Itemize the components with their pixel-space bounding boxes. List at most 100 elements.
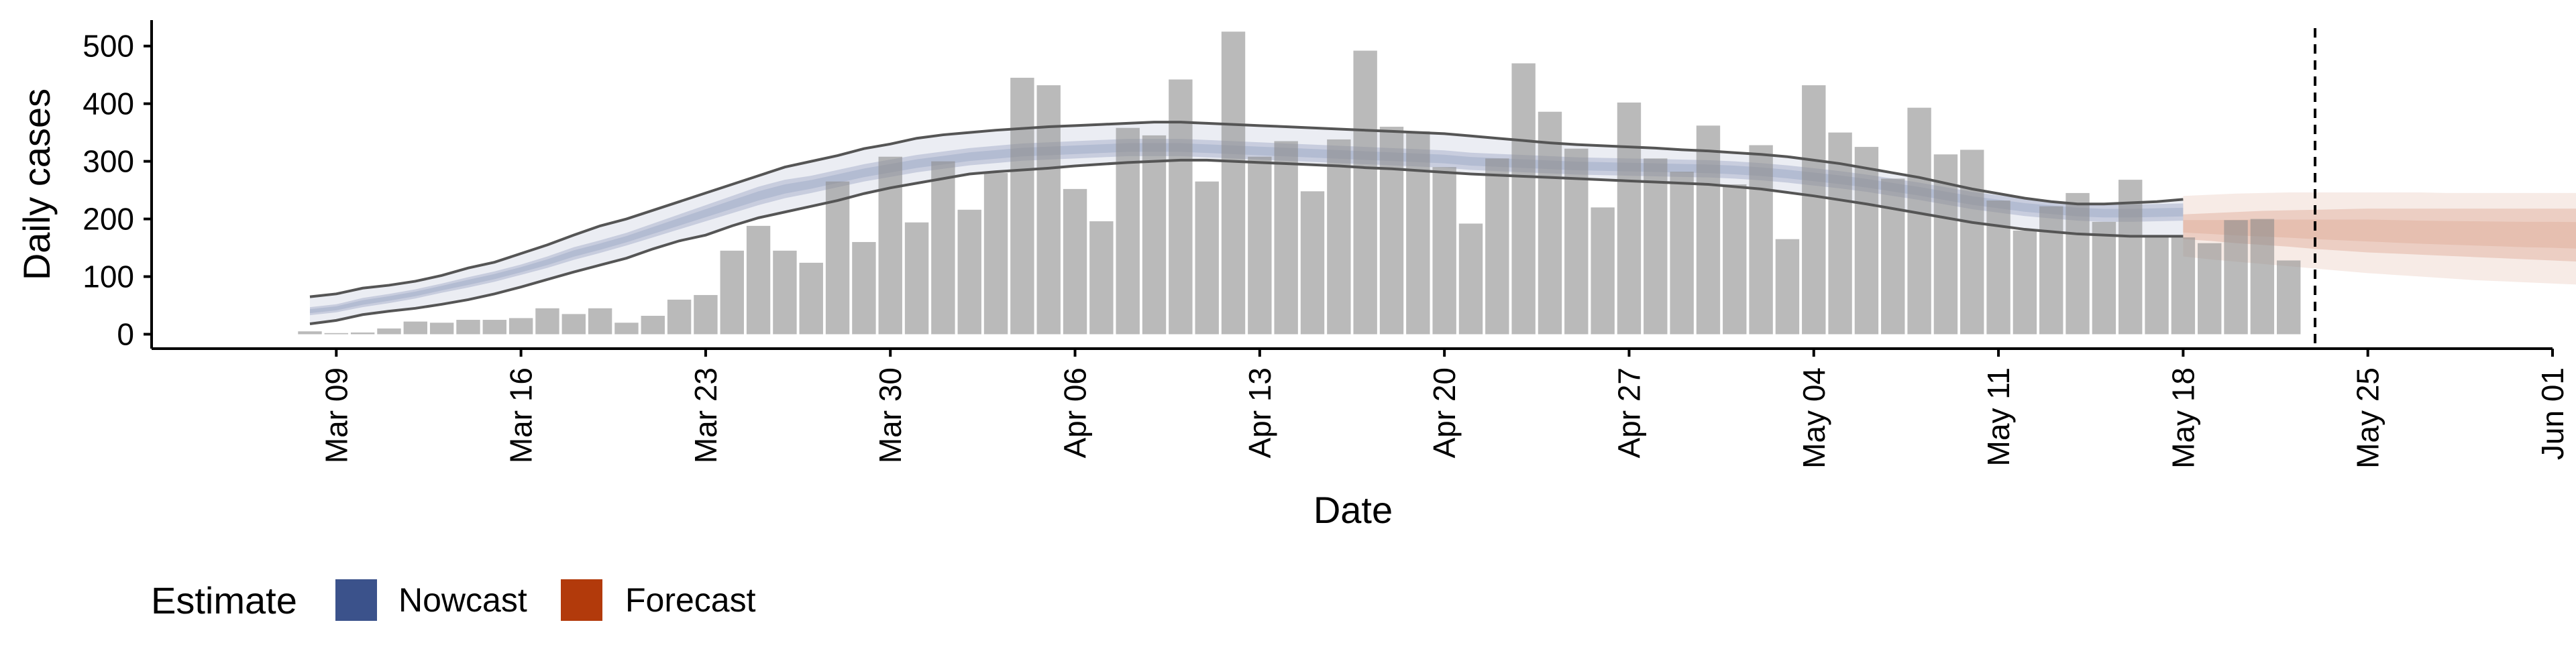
bar [1802, 85, 1826, 335]
nowcast-upper-line [309, 121, 2184, 298]
bar [694, 295, 718, 335]
bar [350, 332, 375, 335]
bar [1089, 221, 1114, 335]
bar [614, 322, 639, 335]
bar [1644, 158, 1668, 335]
bar [667, 299, 692, 335]
legend-label-forecast: Forecast [625, 581, 756, 619]
x-tick-label: Apr 13 [1242, 367, 1277, 459]
bar [1986, 200, 2010, 335]
y-tick-label: 300 [83, 144, 134, 179]
bar [904, 222, 929, 335]
bar [1195, 181, 1219, 335]
x-tick-label: May 18 [2165, 367, 2200, 469]
bar [1406, 131, 1430, 335]
bar [2118, 180, 2143, 335]
bar [1063, 188, 1087, 335]
bar [1591, 207, 1615, 335]
bar [561, 314, 586, 335]
bar [2250, 219, 2275, 335]
bar [588, 308, 612, 335]
bar [456, 320, 480, 335]
bar [1775, 239, 1800, 335]
bar [1327, 139, 1351, 335]
bar [1142, 135, 1167, 335]
bar [1511, 63, 1536, 335]
legend: Estimate Nowcast Forecast [151, 579, 756, 622]
x-tick-label: Apr 20 [1427, 367, 1462, 459]
bar [1723, 184, 1747, 335]
bar [1274, 141, 1298, 335]
nowcast-lower-line [309, 158, 2184, 326]
y-tick-label: 100 [83, 259, 134, 294]
x-tick-label: Mar 16 [504, 367, 539, 463]
bar [1881, 178, 1905, 335]
legend-swatch-nowcast [335, 579, 377, 621]
x-tick-label: Mar 09 [319, 367, 354, 463]
bar [1749, 145, 1773, 335]
x-tick-label: Apr 06 [1058, 367, 1093, 459]
x-tick-label: May 04 [1796, 367, 1831, 469]
bar [508, 318, 533, 335]
y-tick-label: 400 [83, 86, 134, 121]
bar [1854, 147, 1879, 335]
bar [852, 241, 876, 335]
bar [825, 181, 850, 335]
legend-label-nowcast: Nowcast [398, 581, 527, 619]
x-tick-label: Jun 01 [2535, 367, 2570, 460]
bar [983, 172, 1008, 335]
bar [2145, 236, 2169, 335]
bar [773, 250, 797, 335]
bar [2012, 230, 2037, 335]
bar [2224, 220, 2248, 335]
x-axis-title: Date [1313, 489, 1393, 531]
bar [1670, 172, 1694, 335]
bar [1010, 77, 1034, 335]
bar [720, 250, 744, 335]
bar [1960, 150, 1984, 335]
bar [641, 316, 665, 335]
x-tick-label: Mar 23 [688, 367, 723, 463]
bar [377, 328, 401, 335]
bar [1248, 156, 1272, 335]
legend-swatch-forecast [561, 579, 602, 621]
y-tick-label: 200 [83, 202, 134, 237]
bar [1353, 50, 1377, 335]
bar [878, 156, 902, 335]
forecast-inner-band [2183, 209, 2576, 262]
bar [2039, 206, 2063, 335]
bar-layer [298, 32, 2301, 335]
bar [2171, 237, 2196, 335]
x-tick-label: Apr 27 [1611, 367, 1646, 459]
line-layer [309, 28, 2317, 349]
bar [1564, 148, 1589, 335]
bar [1617, 102, 1642, 335]
bar [2277, 260, 2301, 335]
bar [1432, 167, 1456, 335]
ticks-layer: 0 100 200 300 400 500 Mar 09 Mar 16 Mar 23 Mar 30… [83, 29, 2570, 469]
bar [1116, 127, 1140, 335]
axes-layer [150, 20, 2553, 350]
bar [799, 262, 823, 335]
bar [2198, 243, 2222, 335]
bar [482, 320, 506, 335]
y-tick-label: 500 [83, 29, 134, 64]
bar [1221, 32, 1246, 335]
y-tick-label: 0 [117, 317, 134, 352]
bar [1379, 127, 1404, 335]
bar [1538, 111, 1562, 335]
bar [1036, 85, 1061, 335]
bar [429, 322, 454, 335]
bar [2092, 221, 2116, 335]
bar [1907, 107, 1931, 335]
bar [535, 308, 559, 335]
bar [1696, 125, 1721, 335]
x-tick-label: May 25 [2351, 367, 2385, 469]
bar [324, 333, 349, 335]
bar [931, 161, 955, 335]
bar [1300, 191, 1325, 335]
bar [2065, 192, 2090, 335]
bar [1169, 79, 1193, 335]
bar [746, 225, 771, 335]
